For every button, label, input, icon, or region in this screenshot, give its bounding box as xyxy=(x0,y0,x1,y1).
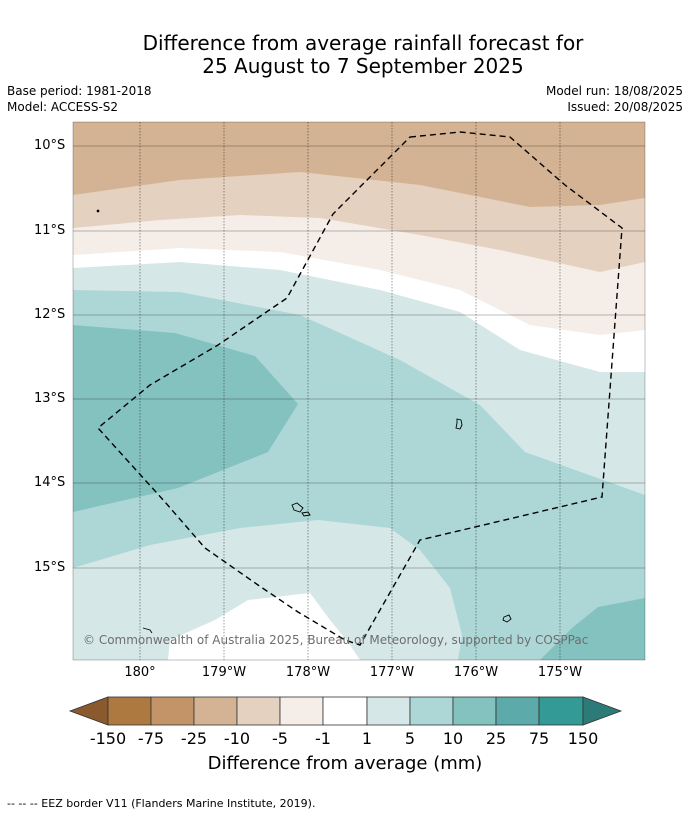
island-outlines xyxy=(96,209,512,634)
eez-legend-note: -- -- -- EEZ border V11 (Flanders Marine… xyxy=(7,797,316,810)
contour-fill-layer xyxy=(73,122,645,660)
map-title-line-1: Difference from average rainfall forecas… xyxy=(142,31,584,55)
lat-label: 11°S xyxy=(34,223,66,238)
map-frame xyxy=(72,121,646,661)
island-outline xyxy=(502,614,512,623)
contour-band-1-to-5-south xyxy=(73,520,462,660)
base-period: Base period: 1981-2018 xyxy=(7,84,152,98)
colorbar-segment xyxy=(366,696,411,726)
colorbar-tick: -25 xyxy=(180,729,208,748)
contour-band--1-to-1-south xyxy=(168,593,360,660)
colorbar xyxy=(68,696,623,726)
colorbar-segment xyxy=(409,696,454,726)
contour-band-10-to-25-southeast xyxy=(540,598,645,660)
colorbar-segment xyxy=(322,696,368,726)
island-outline xyxy=(291,502,304,513)
colorbar-segment xyxy=(495,696,540,726)
colorbar-extend-left xyxy=(68,696,109,726)
island-outline xyxy=(301,511,311,517)
copyright-notice: © Commonwealth of Australia 2025, Bureau… xyxy=(83,633,589,647)
issued-date: Issued: 20/08/2025 xyxy=(567,100,683,114)
lon-label: 177°W xyxy=(369,665,415,680)
colorbar-tick: 10 xyxy=(442,729,464,748)
lon-label: 176°W xyxy=(453,665,499,680)
island-outline xyxy=(96,209,100,213)
colorbar-tick: 1 xyxy=(361,729,373,748)
lon-label: 180° xyxy=(124,665,156,680)
lat-label: 15°S xyxy=(34,560,66,575)
colorbar-tick: 5 xyxy=(404,729,416,748)
colorbar-tick: -10 xyxy=(223,729,251,748)
lat-label: 13°S xyxy=(34,391,66,406)
colorbar-segment xyxy=(193,696,238,726)
island-outline xyxy=(142,627,153,634)
colorbar-segment xyxy=(279,696,324,726)
map-gridlines xyxy=(73,122,645,660)
colorbar-segment xyxy=(107,696,152,726)
colorbar-extend-right xyxy=(582,696,623,726)
model-name: Model: ACCESS-S2 xyxy=(7,100,119,114)
colorbar-segment xyxy=(150,696,195,726)
colorbar-tick: -150 xyxy=(89,729,127,748)
colorbar-tick: -5 xyxy=(272,729,288,748)
lat-label: 14°S xyxy=(34,475,66,490)
colorbar-tick: 150 xyxy=(567,729,599,748)
colorbar-tick: -1 xyxy=(315,729,331,748)
lat-label: 12°S xyxy=(34,307,66,322)
map-title-line-2: 25 August to 7 September 2025 xyxy=(202,54,524,78)
colorbar-segment xyxy=(236,696,281,726)
island-outline xyxy=(455,418,463,430)
colorbar-tick: 75 xyxy=(528,729,550,748)
colorbar-segment xyxy=(452,696,497,726)
colorbar-segment xyxy=(538,696,584,726)
colorbar-tick: 25 xyxy=(485,729,507,748)
lat-label: 10°S xyxy=(34,138,66,153)
lon-label: 178°W xyxy=(285,665,331,680)
eez-border xyxy=(96,131,623,646)
contour-band-10-to-25 xyxy=(73,325,298,512)
colorbar-label: Difference from average (mm) xyxy=(207,753,483,774)
lon-label: 179°W xyxy=(201,665,247,680)
colorbar-tick: -75 xyxy=(137,729,165,748)
lon-label: 175°W xyxy=(537,665,583,680)
model-run: Model run: 18/08/2025 xyxy=(545,84,683,98)
